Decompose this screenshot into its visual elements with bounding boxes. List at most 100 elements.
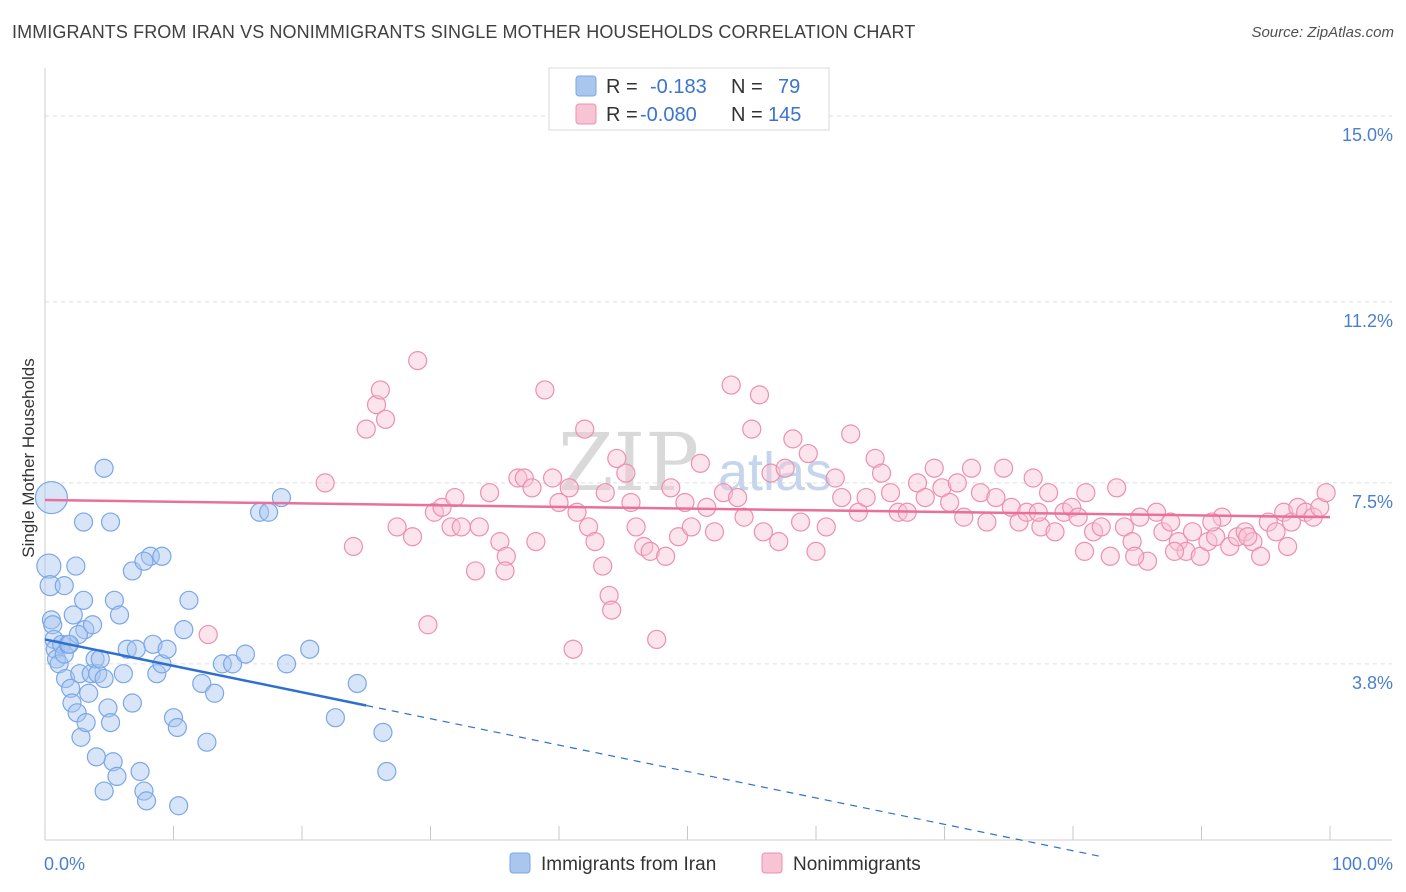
iran-point-45 — [147, 664, 167, 684]
iran-point-65 — [94, 458, 114, 478]
nonimmigrant-point-5 — [370, 380, 390, 400]
nonimmigrant-point-45 — [668, 527, 689, 547]
nonimmigrant-point-100 — [1091, 517, 1111, 537]
x-tick-labels: 0.0% 100.0% — [44, 854, 1393, 874]
nonimmigrant-point-39 — [626, 517, 646, 537]
nonimmigrant-point-42 — [647, 629, 667, 650]
iran-point-31 — [98, 698, 118, 718]
nonimmigrant-point-3 — [356, 419, 376, 439]
iran-point-32 — [100, 712, 121, 733]
trend-lines — [44, 498, 1331, 857]
nonimmigrant-point-94 — [1045, 522, 1065, 542]
nonimmigrant-point-105 — [1130, 507, 1150, 527]
iran-point-69 — [276, 654, 297, 674]
nonimmigrant-point-26 — [535, 380, 555, 400]
nonimmigrant-point-49 — [697, 497, 717, 517]
nonimmigrant-point-29 — [559, 478, 579, 498]
iran-point-70 — [300, 639, 320, 659]
x-tick-label-1: 100.0% — [1332, 854, 1393, 874]
nonimmigrant-point-63 — [798, 443, 818, 464]
nonimmigrant-point-22 — [508, 468, 528, 488]
nonimmigrant-point-52 — [721, 375, 741, 395]
nonimmigrant-point-51 — [713, 483, 734, 503]
series-legend-swatch-iran — [509, 852, 531, 874]
nonimmigrant-point-84 — [970, 483, 991, 503]
nonimmigrant-point-117 — [1220, 536, 1240, 557]
nonimmigrant-point-54 — [734, 507, 754, 527]
nonimmigrant-point-70 — [856, 487, 876, 508]
nonimmigrant-point-31 — [575, 419, 595, 439]
nonimmigrant-point-92 — [1031, 517, 1051, 537]
nonimmigrant-point-25 — [526, 532, 546, 552]
iran-point-53 — [197, 732, 217, 752]
nonimmigrant-point-55 — [742, 419, 762, 439]
nonimmigrant-point-67 — [832, 487, 852, 508]
nonimmigrant-point-24 — [522, 478, 542, 498]
x-tick-label-0: 0.0% — [44, 854, 85, 874]
iran-point-11 — [55, 668, 76, 689]
iran-point-66 — [134, 551, 154, 571]
nonimmigrant-point-17 — [469, 517, 489, 537]
nonimmigrant-point-44 — [661, 478, 681, 498]
iran-point-67 — [122, 693, 142, 713]
nonimmigrant-point-61 — [783, 429, 803, 449]
nonimmigrant-point-21 — [495, 561, 515, 581]
iran-point-51 — [179, 590, 199, 610]
iran-point-64 — [152, 546, 172, 566]
iran-point-52 — [192, 673, 212, 694]
iran-point-4 — [43, 615, 63, 635]
nonimmigrant-point-133 — [1202, 512, 1222, 532]
nonimmigrant-point-37 — [616, 463, 636, 483]
iran-point-71 — [325, 708, 346, 728]
legend-n-value-nonimmigrants: 145 — [768, 104, 801, 126]
iran-point-61 — [73, 512, 94, 532]
nonimmigrant-point-65 — [816, 517, 836, 537]
nonimmigrant-point-108 — [1153, 522, 1173, 542]
nonimmigrant-point-58 — [761, 463, 781, 483]
nonimmigrant-point-121 — [1251, 546, 1271, 566]
chart-title: IMMIGRANTS FROM IRAN VS NONIMMIGRANTS SI… — [12, 22, 916, 42]
iran-point-15 — [54, 576, 74, 596]
iran-point-23 — [71, 727, 91, 747]
iran-point-57 — [235, 644, 256, 664]
nonimmigrant-point-9 — [408, 351, 428, 371]
series-legend-label-iran: Immigrants from Iran — [541, 854, 716, 875]
nonimmigrant-point-53 — [728, 487, 748, 508]
nonimmigrant-point-14 — [445, 487, 465, 508]
nonimmigrant-point-78 — [924, 458, 944, 478]
nonimmigrant-point-7 — [387, 517, 407, 537]
chart-source: Source: ZipAtlas.com — [1251, 24, 1394, 41]
nonimmigrant-point-48 — [690, 453, 710, 473]
nonimmigrant-point-27 — [542, 468, 563, 488]
nonimmigrant-point-81 — [947, 473, 967, 493]
iran-point-77 — [82, 615, 103, 635]
nonimmigrant-point-20 — [496, 546, 516, 566]
nonimmigrant-point-134 — [1164, 541, 1185, 561]
legend-n-label-nonimmigrants: N = — [731, 104, 763, 126]
y-tick-labels: 3.8% 7.5% 11.2% 15.0% — [1342, 125, 1393, 693]
nonimmigrant-point-68 — [841, 424, 861, 444]
nonimmigrant-point-97 — [1068, 507, 1088, 527]
legend-r-label-nonimmigrants: R = — [606, 104, 638, 126]
iran-point-30 — [94, 668, 114, 689]
nonimmigrant-point-6 — [375, 409, 396, 429]
nonimmigrant-point-15 — [451, 517, 471, 537]
nonimmigrant-point-60 — [775, 458, 795, 478]
iran-point-47 — [157, 639, 177, 659]
iran-point-35 — [94, 781, 114, 801]
nonimmigrant-point-102 — [1107, 478, 1127, 498]
nonimmigrant-point-91 — [1023, 468, 1043, 488]
legend-swatch-nonimmigrants — [575, 103, 597, 125]
iran-point-75 — [169, 796, 189, 816]
legend-n-label-iran: N = — [731, 76, 763, 98]
iran-point-24 — [76, 712, 96, 733]
iran-trend-extension — [366, 704, 1099, 857]
nonimmigrant-point-131 — [1277, 536, 1298, 557]
nonimmigrant-point-2 — [343, 536, 363, 557]
iran-point-72 — [347, 673, 367, 694]
watermark-atlas: atlas — [718, 442, 832, 502]
data-points — [34, 351, 1336, 816]
nonimmigrant-point-23 — [514, 468, 534, 488]
iran-point-10 — [54, 644, 74, 664]
